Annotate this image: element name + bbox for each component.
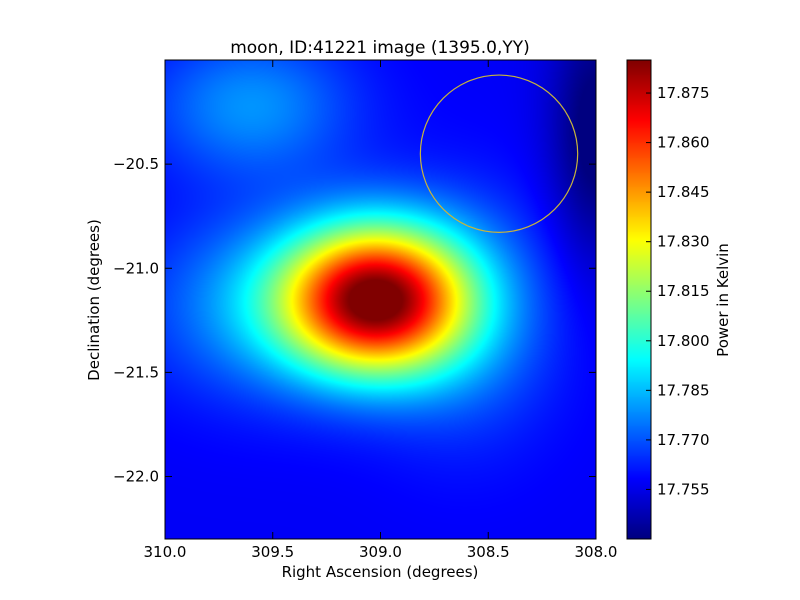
x-axis-label: Right Ascension (degrees) [282, 563, 479, 581]
colorbar-tick-label: 17.755 [657, 480, 710, 498]
annotation-circle [419, 74, 579, 233]
heatmap-image [165, 60, 596, 539]
colorbar-tick-label: 17.770 [657, 431, 710, 449]
colorbar-tick-label: 17.815 [657, 282, 710, 300]
colorbar-tick-label: 17.830 [657, 233, 710, 251]
colorbar-gradient [627, 60, 651, 539]
x-axis-ticks: 310.0 309.5 309.0 308.5 308.0 [144, 60, 618, 561]
colorbar-tick-label: 17.800 [657, 332, 710, 350]
chart-title: moon, ID:41221 image (1395.0,YY) [230, 38, 530, 58]
y-tick-label: −21.5 [113, 363, 159, 381]
colorbar-tick-label: 17.785 [657, 381, 710, 399]
x-tick-label: 309.0 [359, 543, 402, 561]
colorbar-tick-label: 17.845 [657, 183, 710, 201]
y-tick-label: −21.0 [113, 259, 159, 277]
x-tick-label: 308.0 [575, 543, 618, 561]
colorbar-tick-label: 17.875 [657, 84, 710, 102]
x-tick-label: 310.0 [144, 543, 187, 561]
x-tick-label: 308.5 [467, 543, 510, 561]
colorbar-label: Power in Kelvin [714, 243, 732, 357]
y-axis-ticks: −20.5 −21.0 −21.5 −22.0 [113, 155, 596, 486]
x-tick-label: 309.5 [251, 543, 294, 561]
colorbar-ticks: 17.755 17.770 17.785 17.800 17.815 17.830 17.8… [646, 84, 710, 498]
plot-area: 310.0 309.5 309.0 308.5 308.0 −20.5 −21.0 −21.… [113, 59, 618, 561]
y-axis-label: Declination (degrees) [85, 219, 103, 381]
colorbar-tick-label: 17.860 [657, 134, 710, 152]
y-tick-label: −22.0 [113, 468, 159, 486]
colorbar: 17.755 17.770 17.785 17.800 17.815 17.830 17.8… [626, 59, 732, 540]
colorbar-frame [626, 59, 652, 540]
y-tick-label: −20.5 [113, 155, 159, 173]
